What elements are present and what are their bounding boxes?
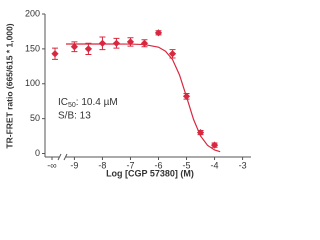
x-tick-label: -5 <box>183 160 191 170</box>
y-tick-label: 0 <box>35 148 40 158</box>
x-tick-label: -8 <box>98 160 106 170</box>
x-tick-label: -4 <box>211 160 219 170</box>
axis-break <box>57 153 62 161</box>
fit-curve <box>66 43 221 153</box>
x-tick-label: -9 <box>70 160 78 170</box>
ic50-value: : 10.4 µM <box>76 97 118 108</box>
data-point <box>98 39 107 47</box>
data-point <box>196 128 205 137</box>
axis-break <box>63 153 68 161</box>
data-point <box>112 39 121 47</box>
y-axis-label: TR-FRET ratio (665/615 * 1,000) <box>4 23 14 148</box>
x-tick-label: -7 <box>126 160 134 170</box>
sb-annotation: S/B: 13 <box>58 111 91 122</box>
data-point <box>70 43 79 51</box>
x-axis-label: Log [CGP 57380] (M) <box>106 168 194 178</box>
x-tick-label: -∞ <box>47 160 56 170</box>
data-point <box>140 39 149 47</box>
data-point <box>84 45 93 53</box>
data-point <box>126 38 135 46</box>
data-point <box>182 92 191 100</box>
chart: TR-FRET ratio (665/615 * 1,000) Log [CGP… <box>4 8 251 178</box>
data-point <box>168 50 177 58</box>
y-tick-label: 150 <box>25 43 40 53</box>
ic50-text: IC <box>58 97 68 108</box>
y-tick-label: 50 <box>30 113 40 123</box>
x-tick-label: -3 <box>239 160 247 170</box>
data-point <box>154 29 163 37</box>
x-tick-label: -6 <box>154 160 162 170</box>
y-tick-label: 200 <box>25 8 40 18</box>
ic50-annotation: IC50: 10.4 µM <box>58 97 118 109</box>
y-tick-label: 100 <box>25 78 40 88</box>
data-point <box>51 50 59 58</box>
data-point <box>210 141 219 149</box>
ic50-sub: 50 <box>68 102 76 109</box>
